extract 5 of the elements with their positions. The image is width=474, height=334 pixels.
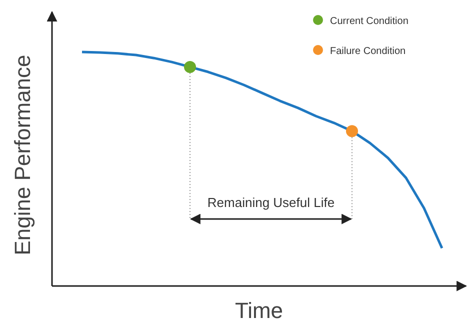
annotation: Remaining Useful Life [207,195,335,210]
legend-label: Failure Condition [330,46,406,57]
legend-label: Current Condition [330,16,408,27]
x-axis-title: Time [234,298,284,323]
y-axis-title: Engine Performance [10,54,35,256]
